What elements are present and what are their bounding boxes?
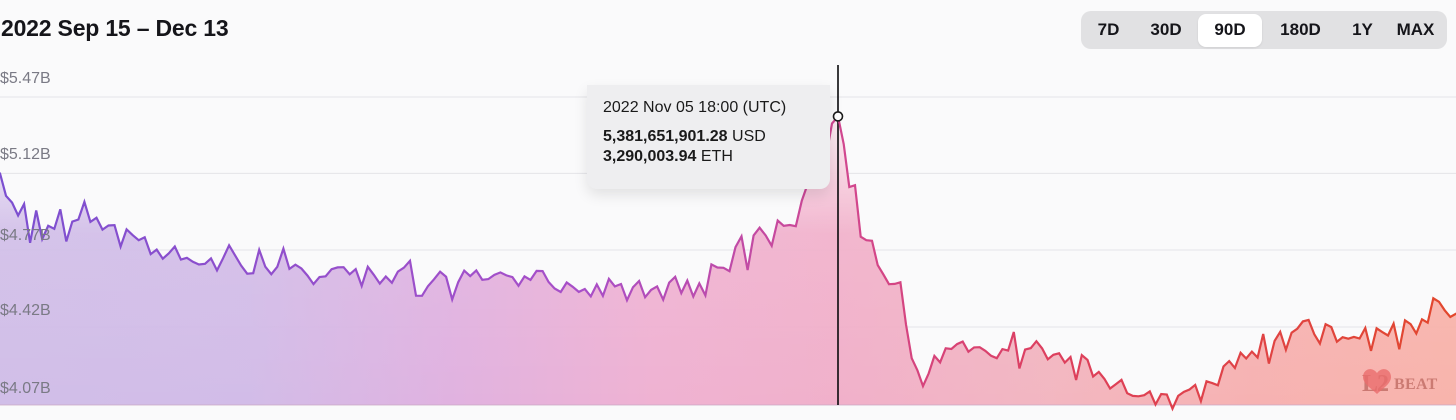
svg-text:BEAT: BEAT xyxy=(1394,376,1438,393)
